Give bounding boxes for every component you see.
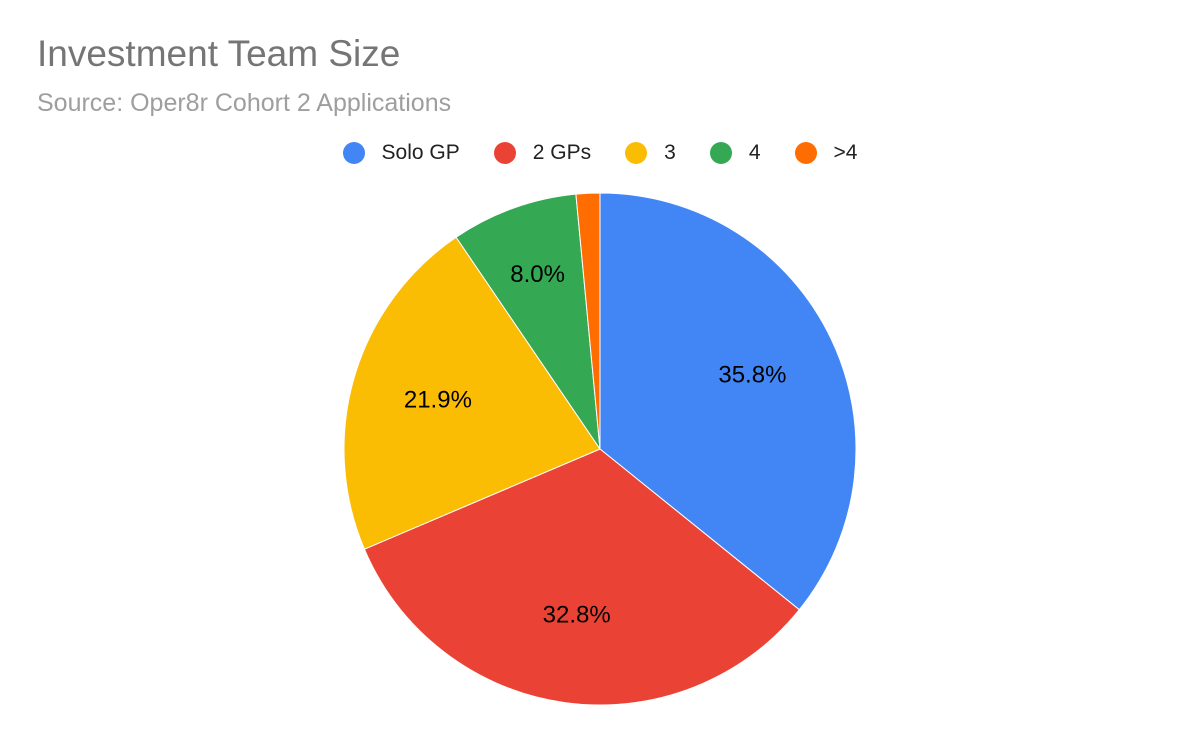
legend-swatch xyxy=(493,142,516,164)
pie-slice[interactable] xyxy=(575,192,601,450)
legend-label: Solo GP xyxy=(381,141,460,164)
pie-labels: 35.8% 32.8% 21.9% 8.0% xyxy=(404,261,787,629)
chart-subtitle: Source: Oper8r Cohort 2 Applications xyxy=(37,89,452,117)
legend-item[interactable]: 3 xyxy=(625,141,676,165)
pie-slice[interactable] xyxy=(599,192,857,611)
legend-label: 3 xyxy=(664,141,676,164)
legend-label: >4 xyxy=(833,141,858,164)
legend-item[interactable]: 4 xyxy=(709,141,761,165)
pie-slice[interactable] xyxy=(363,448,800,706)
pie-slices xyxy=(343,192,857,706)
legend-item[interactable]: 2 GPs xyxy=(493,141,592,165)
pie-slice[interactable] xyxy=(343,236,601,550)
pie-slice[interactable] xyxy=(455,193,601,450)
legend-swatch xyxy=(794,142,817,164)
chart-title: Investment Team Size xyxy=(37,33,401,74)
slice-label: 8.0% xyxy=(510,261,565,288)
legend-swatch xyxy=(625,142,648,164)
slice-label: 35.8% xyxy=(718,361,786,388)
slice-label: 32.8% xyxy=(543,602,611,629)
legend-swatch xyxy=(342,142,365,164)
legend-item[interactable]: Solo GP xyxy=(342,141,460,165)
legend-swatch xyxy=(709,142,732,164)
legend-label: 4 xyxy=(748,141,761,164)
legend-label: 2 GPs xyxy=(532,141,592,164)
slice-label: 21.9% xyxy=(404,387,472,414)
chart-legend: Solo GP 2 GPs 3 4 >4 xyxy=(0,141,1200,165)
legend-item[interactable]: >4 xyxy=(794,141,858,165)
